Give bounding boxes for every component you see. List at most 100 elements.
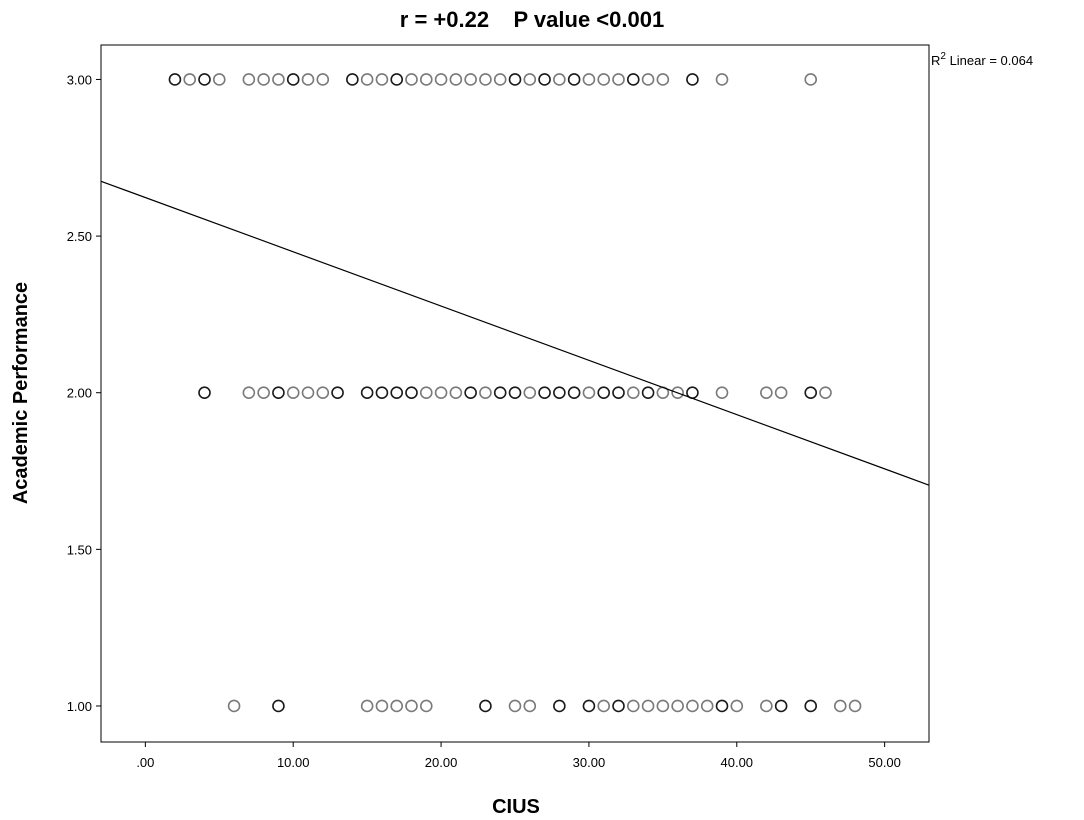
data-point	[493, 73, 507, 86]
data-point	[493, 386, 507, 400]
data-point	[419, 699, 433, 713]
y-axis-title: Academic Performance	[10, 282, 32, 504]
x-tick-label: 40.00	[721, 755, 754, 770]
x-axis-title: CIUS	[492, 796, 540, 818]
chart-title: r = +0.22 P value <0.001	[400, 7, 664, 32]
data-point	[405, 73, 418, 86]
x-tick-label: 10.00	[277, 755, 310, 770]
data-point	[257, 386, 270, 400]
data-point	[419, 386, 433, 400]
data-point	[198, 73, 211, 86]
data-point	[641, 699, 655, 713]
data-point	[331, 386, 344, 400]
plot-frame	[100, 44, 930, 743]
data-point	[612, 73, 625, 86]
x-tick-label: 30.00	[573, 755, 606, 770]
data-point	[597, 386, 611, 400]
data-point	[612, 699, 625, 713]
data-point	[715, 386, 729, 400]
data-point	[360, 386, 374, 400]
data-point	[523, 699, 537, 713]
data-point	[198, 386, 211, 400]
fit-line-label-text: Linear = 0.064	[946, 53, 1033, 68]
y-tick-label: 3.00	[67, 72, 92, 87]
data-point	[804, 73, 818, 86]
data-point	[626, 699, 640, 713]
data-point	[212, 73, 226, 86]
data-point	[671, 386, 684, 400]
data-point	[272, 73, 285, 86]
data-point	[479, 699, 492, 713]
data-point	[833, 699, 847, 713]
y-tick-label: 1.00	[67, 699, 92, 714]
data-point	[656, 699, 670, 713]
data-point	[700, 699, 714, 713]
data-point	[538, 73, 551, 86]
data-point	[626, 386, 640, 400]
data-point	[523, 386, 537, 400]
data-point	[183, 73, 197, 86]
data-point	[286, 73, 300, 86]
data-point	[715, 699, 729, 713]
data-point	[434, 386, 448, 400]
fit-line	[100, 180, 930, 486]
data-point	[390, 73, 404, 86]
data-point	[301, 386, 315, 400]
data-point	[582, 699, 596, 713]
data-point	[272, 386, 285, 400]
data-point	[597, 73, 611, 86]
data-point	[360, 699, 374, 713]
data-point	[479, 386, 492, 400]
data-point	[390, 386, 404, 400]
data-point	[626, 73, 640, 86]
x-axis: .00 10.00 20.00 30.00 40.00 50.00	[136, 742, 901, 770]
data-point	[553, 386, 566, 400]
data-point	[597, 699, 611, 713]
data-point	[848, 699, 862, 713]
data-point	[464, 73, 477, 86]
data-point	[168, 73, 182, 86]
data-point	[286, 386, 300, 400]
data-point	[242, 386, 256, 400]
data-point	[582, 386, 596, 400]
data-point	[804, 699, 818, 713]
data-point	[405, 699, 418, 713]
data-point	[538, 386, 551, 400]
data-point	[346, 73, 359, 86]
data-point	[227, 699, 241, 713]
data-point	[434, 73, 448, 86]
data-point	[508, 386, 522, 400]
data-point	[479, 73, 492, 86]
x-tick-label: 20.00	[425, 755, 458, 770]
data-point	[360, 73, 374, 86]
data-point	[449, 73, 463, 86]
data-point	[804, 386, 818, 400]
fit-line-label: R2 Linear = 0.064	[931, 51, 1033, 68]
data-point	[671, 699, 684, 713]
data-point	[686, 699, 699, 713]
data-point	[523, 73, 537, 86]
y-tick-label: 1.50	[67, 542, 92, 557]
data-point	[760, 386, 773, 400]
data-point	[819, 386, 832, 400]
data-point	[582, 73, 596, 86]
data-point	[612, 386, 625, 400]
data-point	[316, 386, 330, 400]
y-tick-label: 2.50	[67, 229, 92, 244]
data-point	[641, 386, 655, 400]
data-point	[508, 73, 522, 86]
data-point	[449, 386, 463, 400]
data-point	[774, 699, 788, 713]
data-point	[272, 699, 285, 713]
fit-line-group	[100, 180, 930, 486]
data-point	[567, 386, 581, 400]
y-axis: 1.00 1.50 2.00 2.50 3.00	[67, 72, 101, 714]
data-point	[715, 73, 729, 86]
data-point	[730, 699, 744, 713]
data-point	[375, 73, 389, 86]
data-point	[405, 386, 418, 400]
data-point	[553, 73, 566, 86]
data-point	[316, 73, 330, 86]
data-point	[464, 386, 477, 400]
